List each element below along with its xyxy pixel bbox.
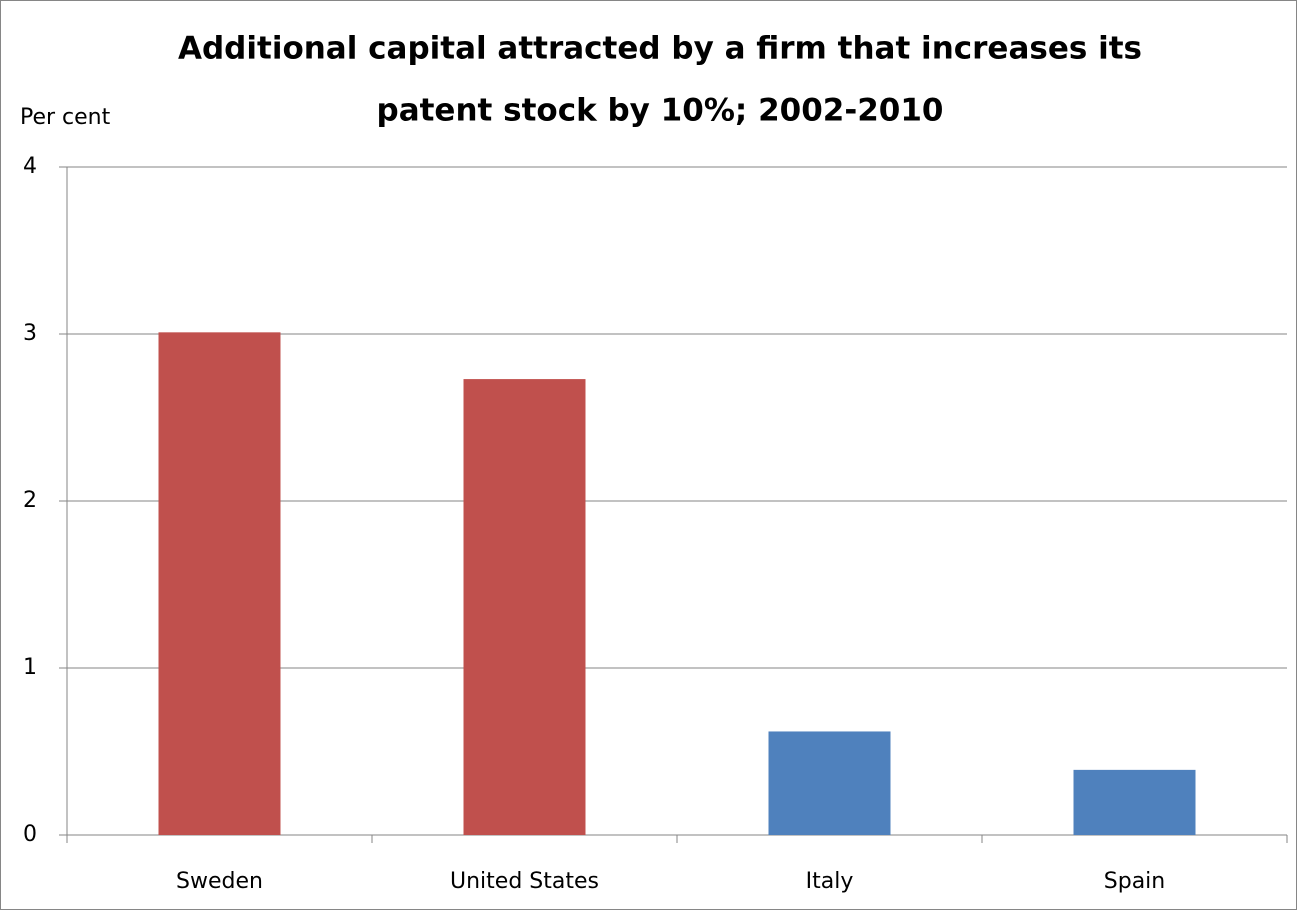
bar xyxy=(768,731,891,835)
x-tick-label: Italy xyxy=(806,869,854,894)
y-tick-label: 3 xyxy=(23,321,37,346)
y-tick-label: 1 xyxy=(23,655,37,680)
chart-title: Additional capital attracted by a firm t… xyxy=(178,31,1142,67)
y-tick-label: 4 xyxy=(23,154,37,179)
x-tick-label: Spain xyxy=(1104,869,1165,894)
bar xyxy=(1073,769,1196,835)
y-tick-label: 2 xyxy=(23,488,37,513)
x-tick-label: United States xyxy=(450,869,599,894)
x-tick-label: Sweden xyxy=(176,869,263,894)
bar xyxy=(158,332,281,835)
y-tick-label: 0 xyxy=(23,822,37,847)
y-axis-label: Per cent xyxy=(20,105,111,130)
bar xyxy=(463,379,586,835)
chart-title: patent stock by 10%; 2002-2010 xyxy=(377,93,944,129)
